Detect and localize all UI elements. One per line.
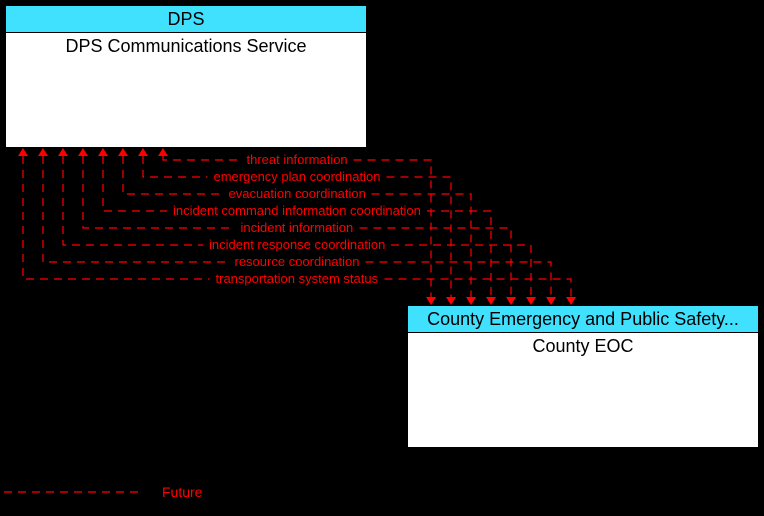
flow-label: transportation system status: [216, 271, 379, 286]
flow-label: incident information: [241, 220, 354, 235]
node-dps-sub: DPS Communications Service: [6, 33, 366, 59]
flow-label: threat information: [247, 152, 348, 167]
node-dps: DPS DPS Communications Service: [5, 5, 367, 148]
node-county-header: County Emergency and Public Safety...: [408, 306, 758, 333]
node-dps-header: DPS: [6, 6, 366, 33]
legend-label: Future: [162, 484, 202, 500]
node-county: County Emergency and Public Safety... Co…: [407, 305, 759, 448]
flow-label: evacuation coordination: [229, 186, 366, 201]
node-county-sub: County EOC: [408, 333, 758, 359]
flow-label: incident command information coordinatio…: [173, 203, 421, 218]
flow-label: resource coordination: [235, 254, 360, 269]
flow-label: emergency plan coordination: [214, 169, 381, 184]
flow-label: incident response coordination: [209, 237, 385, 252]
